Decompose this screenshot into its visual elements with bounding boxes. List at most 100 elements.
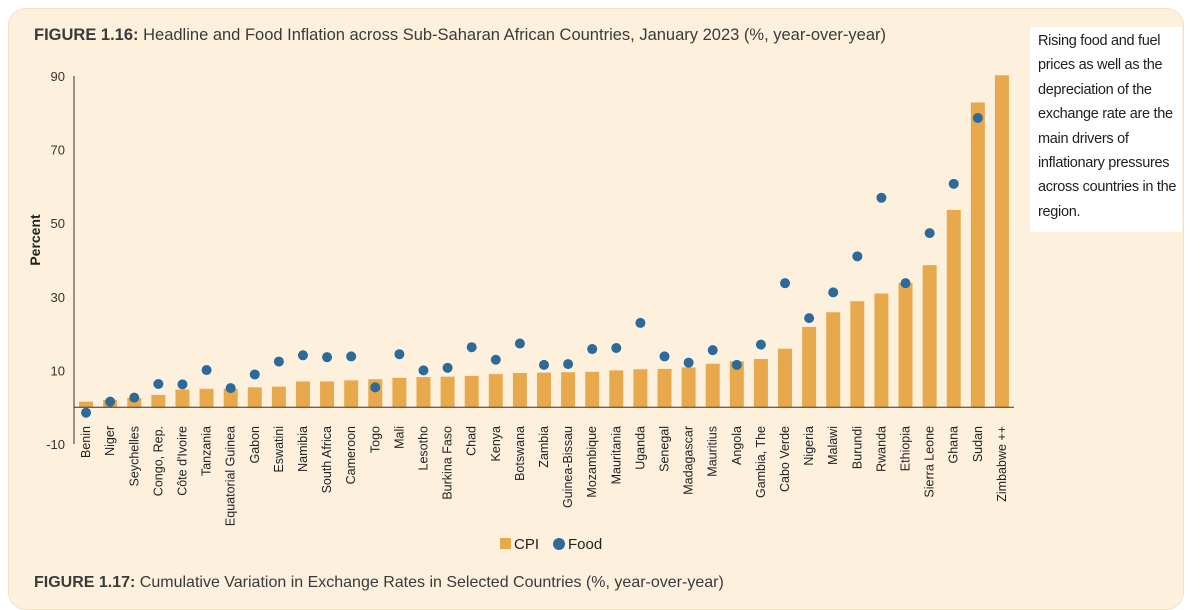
food-point: [731, 359, 742, 370]
figure-panel: [8, 8, 1184, 610]
cpi-bar: [681, 367, 696, 408]
x-tick-label: Uganda: [633, 426, 647, 470]
x-tick-label: Equatorial Guinea: [224, 426, 238, 526]
food-point: [876, 192, 887, 203]
cpi-bar: [488, 374, 503, 408]
food-point: [225, 383, 236, 394]
x-tick-label: Mozambique: [585, 426, 599, 498]
legend-food-swatch: [553, 538, 565, 550]
cpi-bar: [585, 371, 600, 408]
y-tick-label: -10: [46, 437, 65, 452]
food-point: [346, 351, 357, 362]
x-tick-label: Burkina Faso: [441, 426, 455, 500]
x-tick-label: Togo: [368, 426, 382, 453]
x-tick-label: Côte d'Ivoire: [175, 426, 189, 496]
y-tick-label: 10: [51, 363, 65, 378]
cpi-bar: [295, 381, 310, 408]
food-point: [81, 407, 92, 418]
x-tick-label: Gabon: [248, 426, 262, 464]
x-tick-label: Mali: [392, 426, 406, 449]
x-tick-label: Senegal: [658, 426, 672, 472]
cpi-bar: [729, 361, 744, 408]
food-point: [129, 392, 140, 403]
food-point: [370, 382, 381, 393]
next-figure-title: FIGURE 1.17: Cumulative Variation in Exc…: [34, 574, 724, 592]
x-tick-label: Namibia: [296, 426, 310, 472]
cpi-bar: [440, 376, 455, 408]
cpi-bar: [464, 375, 479, 408]
cpi-bar: [657, 368, 672, 408]
food-point: [177, 379, 188, 390]
cpi-bar: [826, 312, 841, 408]
cpi-bar: [705, 363, 720, 408]
food-point: [466, 342, 477, 353]
cpi-bar: [802, 326, 817, 408]
x-tick-label: Sudan: [971, 426, 985, 462]
y-tick-label: 70: [51, 143, 65, 158]
cpi-bar: [922, 265, 937, 408]
x-tick-label: Madagascar: [682, 426, 696, 495]
food-point: [635, 317, 646, 328]
x-tick-label: South Africa: [320, 426, 334, 493]
x-tick-label: Lesotho: [416, 426, 430, 471]
cpi-bar: [175, 389, 190, 408]
cpi-bar: [561, 372, 576, 408]
food-point: [105, 396, 116, 407]
food-point: [755, 339, 766, 350]
cpi-bar: [151, 395, 166, 408]
x-tick-label: Angola: [730, 426, 744, 465]
food-point: [707, 345, 718, 356]
cpi-bar: [271, 386, 286, 408]
cpi-bar: [79, 401, 94, 408]
x-tick-label: Burundi: [850, 426, 864, 469]
food-point: [490, 354, 501, 365]
food-point: [514, 338, 525, 349]
x-tick-label: Eswatini: [272, 426, 286, 473]
next-figure-number: FIGURE 1.17:: [34, 574, 136, 591]
food-point: [394, 349, 405, 360]
food-point: [804, 313, 815, 324]
food-point: [972, 112, 983, 123]
y-axis-title: Percent: [27, 214, 43, 266]
figure-title: FIGURE 1.16: Headline and Food Inflation…: [34, 26, 886, 45]
food-point: [418, 365, 429, 376]
x-tick-label: Chad: [465, 426, 479, 456]
cpi-bar: [753, 358, 768, 408]
cpi-bar: [778, 348, 793, 408]
x-tick-label: Ethiopia: [899, 426, 913, 471]
food-point: [153, 379, 164, 390]
cpi-bar: [344, 380, 359, 408]
cpi-bar: [609, 370, 624, 408]
cpi-bar: [970, 102, 985, 408]
x-tick-label: Nigeria: [802, 426, 816, 466]
y-tick-label: 30: [51, 290, 65, 305]
food-point: [852, 251, 863, 262]
cpi-bar: [946, 209, 961, 408]
food-point: [780, 278, 791, 289]
cpi-bar: [223, 388, 238, 408]
x-tick-label: Seychelles: [127, 426, 141, 486]
food-point: [563, 359, 574, 370]
legend-cpi-label: CPI: [514, 536, 539, 553]
cpi-bar: [874, 293, 889, 408]
y-tick-label: 50: [51, 216, 65, 231]
x-tick-label: Benin: [79, 426, 93, 458]
x-tick-label: Rwanda: [874, 426, 888, 472]
food-point: [683, 357, 694, 368]
cpi-bar: [392, 377, 407, 408]
cpi-bar: [247, 387, 262, 408]
x-tick-label: Tanzania: [200, 426, 214, 476]
x-tick-label: Cameroon: [344, 426, 358, 484]
x-tick-label: Zimbabwe ++: [995, 426, 1009, 502]
food-point: [587, 344, 598, 355]
cpi-bar: [320, 381, 335, 408]
food-point: [948, 178, 959, 189]
sidebar-note: Rising food and fuel prices as well as t…: [1030, 27, 1182, 233]
legend-food-label: Food: [568, 536, 602, 553]
food-point: [249, 369, 260, 380]
x-tick-label: Kenya: [489, 426, 503, 461]
food-point: [924, 228, 935, 239]
x-tick-label: Cabo Verde: [778, 426, 792, 492]
cpi-bar: [537, 372, 551, 408]
x-tick-label: Malawi: [826, 426, 840, 465]
